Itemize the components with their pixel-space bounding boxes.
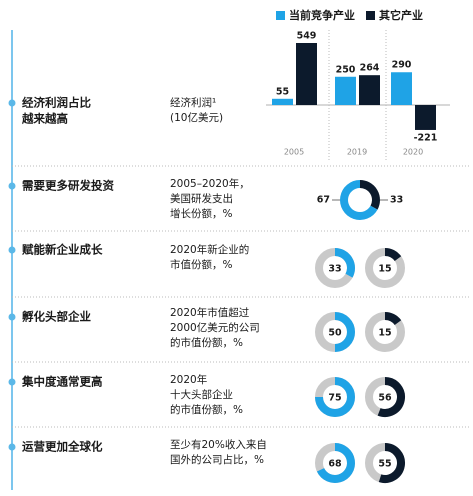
timeline-dot <box>8 99 16 107</box>
bar <box>272 98 293 105</box>
legend-label: 当前竞争产业 <box>289 8 355 22</box>
donut-segment <box>359 180 380 210</box>
bar-value: 264 <box>360 63 380 74</box>
timeline-dot <box>8 313 16 321</box>
donut-segment <box>334 248 355 278</box>
donut-label: 68 <box>328 459 342 470</box>
donut-label: 15 <box>378 264 391 275</box>
row-title: 集中度通常更高 <box>21 375 103 389</box>
row-description: 的市值份额，% <box>170 336 243 349</box>
timeline-dot <box>8 378 16 386</box>
row-description: 经济利润¹ <box>170 96 216 109</box>
year-label: 2005 <box>284 148 304 157</box>
row-description: 的市值份额，% <box>170 403 243 416</box>
bar-value: 250 <box>336 64 356 75</box>
row-title: 赋能新企业成长 <box>22 243 103 257</box>
row-description: 2000亿美元的公司 <box>170 321 260 334</box>
year-label: 2020 <box>403 148 423 157</box>
donut-segment <box>334 312 355 352</box>
row-description: 美国研发支出 <box>170 192 233 205</box>
row-description: 2005–2020年， <box>170 177 250 190</box>
timeline-dot <box>8 246 16 254</box>
row-description: 增长份额，% <box>170 207 232 220</box>
bar <box>335 76 356 105</box>
row-description: 市值份额，% <box>170 258 232 271</box>
donut-segment <box>377 377 405 417</box>
donut-label: 67 <box>317 195 330 206</box>
row-title: 孵化头部企业 <box>22 310 91 324</box>
legend-label: 其它产业 <box>379 8 423 22</box>
separators <box>12 165 470 428</box>
row-description: 至少有20%收入来自 <box>170 438 267 451</box>
donut-label: 56 <box>378 393 392 404</box>
row-description: 2020年新企业的 <box>170 243 249 256</box>
row-title: 越来越高 <box>21 112 68 126</box>
bar-value: 55 <box>276 86 289 97</box>
timeline-dot <box>8 182 16 190</box>
row-title: 运营更加全球化 <box>22 440 103 454</box>
donut-label: 33 <box>328 264 341 275</box>
donut-segment <box>384 312 402 326</box>
donut-label: 55 <box>378 459 391 470</box>
donut-segment <box>384 248 402 262</box>
row-description: 2020年市值超过 <box>170 306 250 319</box>
donut-label: 50 <box>328 328 342 339</box>
row-title: 需要更多研发投资 <box>22 179 114 193</box>
legend-swatch <box>276 11 285 20</box>
timeline-dot <box>8 443 16 451</box>
row-title: 经济利润占比 <box>22 96 91 110</box>
row-description: 十大头部企业 <box>170 388 233 401</box>
donut-label: 75 <box>328 393 341 404</box>
row-description: (10亿美元) <box>170 111 223 124</box>
year-label: 2019 <box>347 148 367 157</box>
donut-segment <box>316 443 355 483</box>
donut-segment <box>378 443 405 483</box>
bar-value: -221 <box>414 132 438 143</box>
bar <box>359 75 380 105</box>
bar-value: 290 <box>392 60 412 71</box>
legend-swatch <box>366 11 375 20</box>
bar <box>391 72 412 105</box>
row-description: 国外的公司占比，% <box>170 453 264 466</box>
bar-value: 549 <box>297 31 317 42</box>
donut-label: 15 <box>378 328 391 339</box>
row-description: 2020年 <box>170 373 207 386</box>
bar <box>296 43 317 105</box>
donut-segment <box>315 377 355 417</box>
bar <box>415 105 436 130</box>
donut-segment <box>340 180 378 220</box>
donut-label: 33 <box>390 195 403 206</box>
